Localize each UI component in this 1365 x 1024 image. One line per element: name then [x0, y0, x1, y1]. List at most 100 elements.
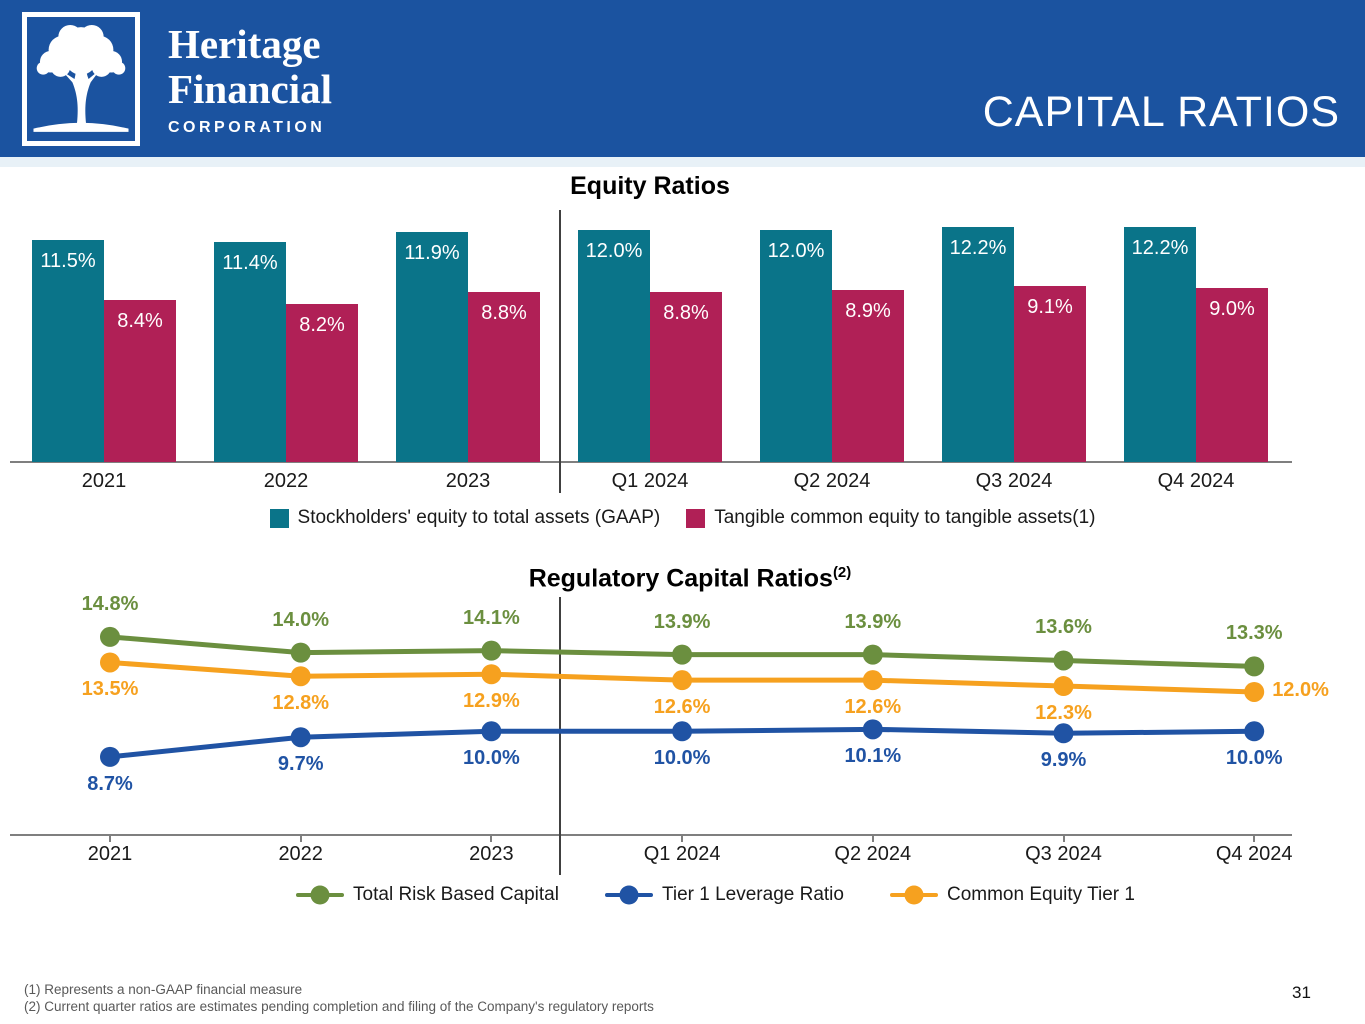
legend-label: Common Equity Tier 1: [946, 884, 1135, 905]
data-point: [1053, 723, 1074, 744]
axis-tick: [490, 836, 493, 842]
bar: [396, 232, 468, 462]
category-label: Q3 2024: [975, 470, 1053, 492]
bar-value-label: 12.0%: [585, 240, 643, 262]
category-label: Q2 2024: [793, 470, 871, 492]
bar: [1014, 286, 1086, 462]
legend-item-total-risk-based-capital: Total Risk Based Capital: [296, 884, 559, 906]
data-point: [290, 727, 311, 748]
bar: [214, 242, 286, 462]
legend-item-stockholders-equity: Stockholders' equity to total assets (GA…: [269, 507, 660, 529]
equity-chart-title: Equity Ratios: [570, 172, 730, 200]
category-label: 2021: [81, 470, 127, 492]
point-value-label: 12.8%: [272, 692, 330, 715]
page-number: 31: [1292, 983, 1311, 1002]
series-line: [107, 634, 1257, 669]
point-value-label: 12.6%: [653, 696, 711, 719]
point-value-label: 13.9%: [653, 610, 711, 633]
regulatory-chart-title-superscript: (2): [832, 564, 852, 581]
green-dot-icon: [310, 885, 330, 905]
crimson-square-swatch-icon: [686, 508, 706, 528]
legend-label: Tier 1 Leverage Ratio: [661, 884, 844, 905]
logo-word-corporation: CORPORATION: [168, 119, 326, 136]
footnote-2: (2) Current quarter ratios are estimates…: [24, 999, 654, 1014]
bar: [1196, 288, 1268, 462]
data-point: [1053, 650, 1074, 671]
axis-tick: [1253, 836, 1256, 842]
bar-value-label: 12.2%: [1131, 237, 1189, 259]
bar-value-label: 12.2%: [949, 237, 1007, 259]
bar-value-label: 11.5%: [40, 250, 96, 272]
point-value-label: 13.9%: [844, 610, 902, 633]
data-point: [481, 664, 502, 685]
data-point: [290, 642, 311, 663]
point-value-label: 14.0%: [272, 608, 330, 631]
data-point: [672, 644, 693, 665]
category-label: Q3 2024: [1025, 843, 1102, 865]
axis-tick: [871, 836, 874, 842]
tree-icon: [33, 25, 129, 132]
data-point: [672, 670, 693, 691]
bar: [650, 292, 722, 462]
bar: [942, 227, 1014, 462]
x-axis-line: [10, 461, 1292, 463]
header-divider-strip: [0, 157, 1365, 167]
series-line: [107, 726, 1257, 760]
bar: [578, 230, 650, 462]
data-point: [481, 721, 502, 742]
orange-dot-icon: [904, 885, 924, 905]
equity-legend: Stockholders' equity to total assets (GA…: [0, 507, 1365, 529]
point-value-label: 14.8%: [81, 592, 139, 615]
series-line: [107, 659, 1257, 695]
axis-tick: [1062, 836, 1065, 842]
bar: [468, 292, 540, 462]
legend-label: Total Risk Based Capital: [353, 884, 559, 905]
point-value-label: 10.0%: [653, 747, 711, 770]
category-label: Q2 2024: [834, 843, 912, 865]
category-label: 2023: [445, 470, 491, 492]
point-value-label: 10.1%: [844, 745, 902, 768]
regulatory-chart-title: Regulatory Capital Ratios(2): [390, 564, 990, 593]
footnote-1: (1) Represents a non-GAAP financial meas…: [24, 982, 303, 997]
axis-tick: [681, 836, 684, 842]
footnotes: (1) Represents a non-GAAP financial meas…: [24, 981, 654, 1015]
category-label: 2022: [263, 470, 309, 492]
oak-tree-logo-icon: [22, 12, 140, 146]
bar: [760, 230, 832, 462]
bar-value-label: 8.8%: [481, 302, 527, 324]
data-point: [1244, 681, 1265, 702]
annual-quarterly-divider-line: [559, 597, 561, 875]
bar-value-label: 9.0%: [1209, 298, 1255, 320]
bar-value-label: 8.9%: [845, 300, 891, 322]
bar: [104, 300, 176, 462]
bar: [32, 240, 104, 462]
orange-line-marker-icon: [889, 885, 938, 905]
header: Heritage Financial CORPORATION CAPITAL R…: [0, 0, 1365, 157]
data-point: [100, 746, 120, 767]
point-value-label: 13.5%: [81, 678, 139, 701]
point-value-label: 12.6%: [844, 696, 902, 719]
axis-tick: [299, 836, 302, 842]
teal-square-swatch-icon: [269, 508, 289, 528]
data-point: [1244, 721, 1265, 742]
point-value-label: 13.6%: [1035, 616, 1092, 639]
annual-quarterly-divider-line: [559, 210, 561, 493]
page-title: CAPITAL RATIOS: [982, 88, 1340, 136]
category-label: Q4 2024: [1157, 470, 1235, 492]
regulatory-chart-title-text: Regulatory Capital Ratios: [528, 564, 833, 593]
logo-text: Heritage Financial CORPORATION: [168, 22, 332, 137]
bar-value-label: 12.0%: [767, 240, 825, 262]
category-label: Q1 2024: [611, 470, 689, 492]
point-value-label: 9.7%: [277, 753, 324, 776]
legend-label: Tangible common equity to tangible asset…: [714, 507, 1096, 528]
bar-value-label: 8.2%: [299, 314, 345, 336]
bar-value-label: 11.9%: [404, 242, 460, 264]
blue-line-marker-icon: [604, 885, 653, 905]
point-value-label: 12.9%: [463, 690, 520, 713]
point-value-label: 12.3%: [1035, 702, 1092, 725]
data-point: [100, 652, 120, 673]
point-value-label: 10.0%: [1225, 747, 1283, 770]
point-value-label: 8.7%: [87, 772, 133, 795]
x-axis-line: [10, 834, 1292, 836]
bar: [286, 304, 358, 462]
